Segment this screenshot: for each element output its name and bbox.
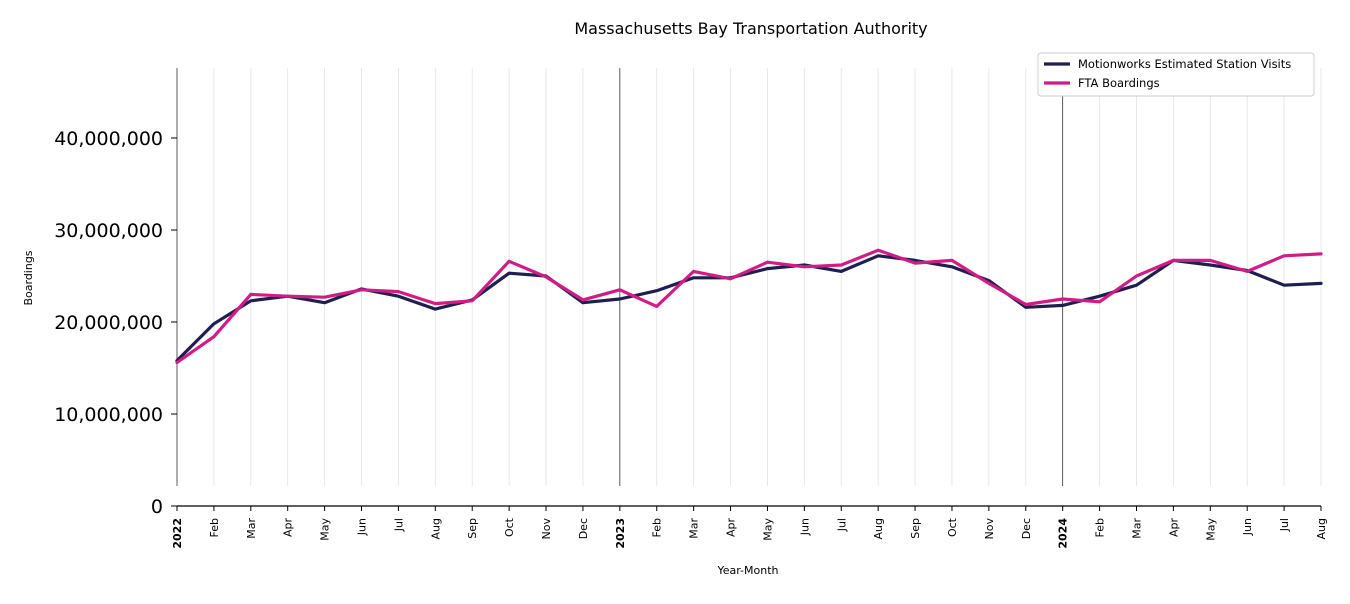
x-tick-label: Nov [983,518,996,540]
y-tick-label: 30,000,000 [54,220,163,242]
x-tick-label: May [761,518,774,541]
x-tick-label: Apr [725,518,738,538]
x-tick-label: Oct [946,517,959,537]
x-tick-label: Dec [577,518,590,539]
axes [171,68,1322,511]
x-tick-label: Mar [245,518,258,539]
x-tick-label: Apr [282,518,295,538]
legend-box [1037,52,1315,97]
x-tick-label: May [319,518,332,541]
x-tick-label: Sep [909,518,922,539]
x-tick-label: Jun [798,518,811,536]
x-tick-label: Mar [1130,518,1143,539]
x-tick-label: Feb [208,518,221,537]
x-tick-label: Jul [835,518,848,532]
legend-label: FTA Boardings [1078,76,1160,90]
legend: Motionworks Estimated Station Visits FTA … [1037,52,1315,97]
legend-label: Motionworks Estimated Station Visits [1078,57,1291,71]
x-tick-label: Jun [356,518,369,536]
x-tick-label: Feb [1094,518,1107,537]
x-tick-label: Nov [540,518,553,540]
x-tick-label: 2024 [1057,518,1070,549]
x-tick-label: Jul [392,518,405,532]
x-tick-label: Aug [1315,518,1328,539]
x-axis-label: Year-Month [716,564,778,577]
x-tick-label: Oct [503,517,516,537]
y-tick-label: 20,000,000 [54,312,163,334]
y-tick-label: 10,000,000 [54,404,163,426]
chart-title: Massachusetts Bay Transportation Authori… [574,19,927,38]
x-tick-label: Jul [1278,518,1291,532]
x-tick-label: Dec [1020,518,1033,539]
grid-lines [213,68,1322,486]
x-tick-label: Aug [872,518,885,539]
x-tick-label: Mar [688,518,701,539]
y-axis-label: Boardings [22,250,35,305]
x-tick-label: Sep [466,518,479,539]
x-tick-label: Aug [429,518,442,539]
series-lines [175,248,1323,365]
x-tick-label: Feb [651,518,664,537]
x-tick-label: Apr [1167,518,1180,538]
x-tick-label: 2023 [614,518,627,549]
x-tick-label: May [1204,518,1217,541]
y-tick-label: 40,000,000 [54,128,163,150]
series-line-2 [175,248,1323,365]
x-tick-label: 2022 [171,518,184,549]
tick-labels: 0 10,000,000 20,000,000 30,000,000 40,000,00… [54,128,1328,549]
x-tick-label: Jun [1241,518,1254,536]
y-tick-label: 0 [151,496,163,518]
